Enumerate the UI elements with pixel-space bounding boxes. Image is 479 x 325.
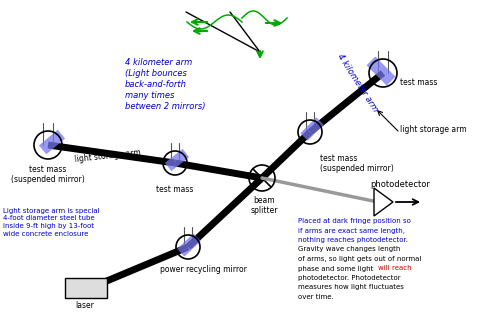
Polygon shape xyxy=(374,188,393,216)
Polygon shape xyxy=(301,118,323,140)
Text: nothing reaches photodetector.: nothing reaches photodetector. xyxy=(298,237,408,243)
Polygon shape xyxy=(178,234,200,256)
Text: test mass: test mass xyxy=(156,185,194,194)
Text: test mass
(suspended mirror): test mass (suspended mirror) xyxy=(11,165,85,184)
Text: will reach: will reach xyxy=(378,266,411,271)
Text: light storage arm: light storage arm xyxy=(74,148,142,164)
Text: beam
splitter: beam splitter xyxy=(250,196,278,215)
Text: light storage arm: light storage arm xyxy=(400,125,467,134)
Text: if arms are exact same length,: if arms are exact same length, xyxy=(298,227,405,233)
Text: over time.: over time. xyxy=(298,294,334,300)
Text: photodetector. Photodetector: photodetector. Photodetector xyxy=(298,275,400,281)
Polygon shape xyxy=(65,278,107,298)
Text: 4 kilometer arm: 4 kilometer arm xyxy=(335,52,379,113)
Text: phase and some light: phase and some light xyxy=(298,266,376,271)
Text: Placed at dark fringe position so: Placed at dark fringe position so xyxy=(298,218,411,224)
Text: of arms, so light gets out of normal: of arms, so light gets out of normal xyxy=(298,256,422,262)
Polygon shape xyxy=(39,130,65,154)
Text: test mass
(suspended mirror): test mass (suspended mirror) xyxy=(320,154,394,174)
Text: 4 kilometer arm
(Light bounces
back-and-forth
many times
between 2 mirrors): 4 kilometer arm (Light bounces back-and-… xyxy=(125,58,205,111)
Text: test mass: test mass xyxy=(400,78,437,87)
Polygon shape xyxy=(165,149,189,171)
Text: power recycling mirror: power recycling mirror xyxy=(160,265,246,274)
Text: measures how light fluctuates: measures how light fluctuates xyxy=(298,284,404,291)
Text: laser: laser xyxy=(76,301,94,310)
Text: Gravity wave changes length: Gravity wave changes length xyxy=(298,246,400,253)
Polygon shape xyxy=(367,57,395,85)
Text: Light storage arm is special
4-foot diameter steel tube
inside 9-ft high by 13-f: Light storage arm is special 4-foot diam… xyxy=(3,208,100,237)
Text: photodetector: photodetector xyxy=(370,180,430,189)
